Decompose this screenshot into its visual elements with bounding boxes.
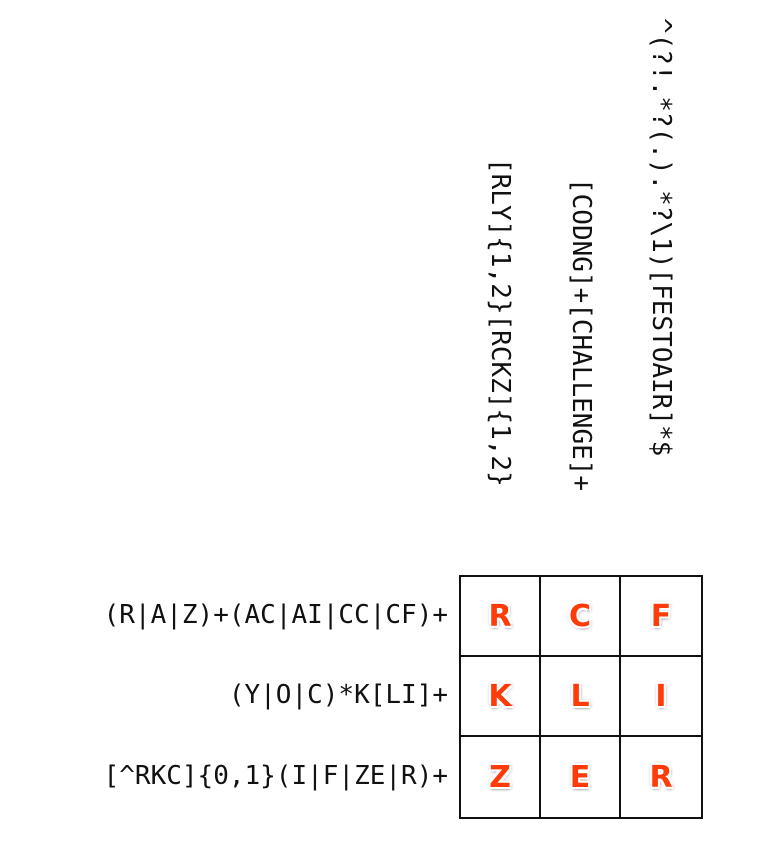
- grid-cell-r3-c2[interactable]: E: [541, 737, 621, 817]
- grid-cell-r2-c3[interactable]: I: [621, 657, 701, 737]
- grid-cell-r3-c1[interactable]: Z: [461, 737, 541, 817]
- cell-letter: R: [488, 598, 512, 634]
- column-clue-2: [CODNG]+[CHALLENGE]+: [566, 178, 596, 492]
- grid-cell-r1-c1[interactable]: R: [461, 577, 541, 657]
- grid-cell-r1-c3[interactable]: F: [621, 577, 701, 657]
- grid-cell-r3-c3[interactable]: R: [621, 737, 701, 817]
- cell-letter: L: [570, 678, 590, 714]
- grid-cell-r1-c2[interactable]: C: [541, 577, 621, 657]
- row-clue-2: (Y|O|C)*K[LI]+: [228, 680, 448, 710]
- grid-cell-r2-c2[interactable]: L: [541, 657, 621, 737]
- row-clue-1: (R|A|Z)+(AC|AI|CC|CF)+: [103, 600, 448, 630]
- cell-letter: F: [650, 598, 672, 634]
- grid-cell-r2-c1[interactable]: K: [461, 657, 541, 737]
- puzzle-grid: R C F K L I Z E R: [459, 575, 703, 819]
- column-clue-1: [RLY]{1,2}[RCKZ]{1,2}: [485, 158, 515, 487]
- row-clue-3: [^RKC]{0,1}(I|F|ZE|R)+: [103, 761, 448, 791]
- cell-letter: E: [569, 759, 591, 795]
- cell-letter: K: [488, 678, 512, 714]
- column-clue-3: ^(?!.*?(.).*?\1)[FESTOAIR]*$: [646, 18, 676, 457]
- cell-letter: C: [568, 598, 592, 634]
- cell-letter: Z: [489, 759, 511, 795]
- cell-letter: I: [655, 678, 667, 714]
- cell-letter: R: [649, 759, 673, 795]
